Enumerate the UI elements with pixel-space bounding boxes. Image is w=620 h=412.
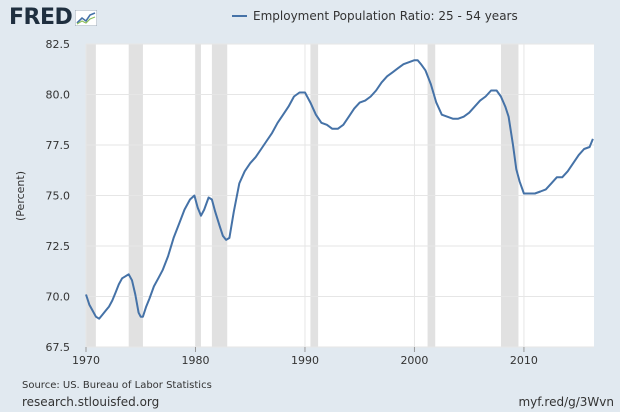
y-tick-label-3: 75.0	[46, 190, 71, 203]
y-tick-label-0: 67.5	[46, 341, 71, 354]
x-tick-label-1: 1980	[181, 354, 209, 367]
y-tick-label-1: 70.0	[46, 291, 71, 304]
y-axis-title: (Percent)	[14, 171, 27, 221]
x-tick-label-2: 1990	[291, 354, 319, 367]
site-link[interactable]: research.stlouisfed.org	[22, 395, 160, 409]
source-note: Source: US. Bureau of Labor Statistics	[22, 380, 212, 391]
legend-label: Employment Population Ratio: 25 - 54 yea…	[253, 9, 518, 23]
short-link[interactable]: myf.red/g/3Wvn	[518, 395, 614, 409]
fred-logo[interactable]: FRED	[9, 5, 98, 30]
y-axis-ticks: 67.5 70.0 72.5 75.0 77.5 80.0 82.5	[46, 38, 71, 354]
x-tick-label-3: 2000	[400, 354, 428, 367]
legend-swatch	[232, 15, 247, 17]
x-tick-label-0: 1970	[72, 354, 100, 367]
logo-text: FRED	[9, 5, 73, 30]
x-tick-label-4: 2010	[510, 354, 538, 367]
y-tick-label-5: 80.0	[46, 89, 71, 102]
y-tick-label-2: 72.5	[46, 240, 71, 253]
chart-trend-icon	[75, 9, 98, 26]
series-line-0	[85, 59, 594, 320]
series-layer	[85, 59, 594, 320]
chart-legend: Employment Population Ratio: 25 - 54 yea…	[232, 9, 518, 23]
y-tick-label-4: 77.5	[46, 139, 71, 152]
y-tick-label-6: 82.5	[46, 38, 71, 51]
x-axis-ticks: 1970 1980 1990 2000 2010	[72, 347, 538, 367]
